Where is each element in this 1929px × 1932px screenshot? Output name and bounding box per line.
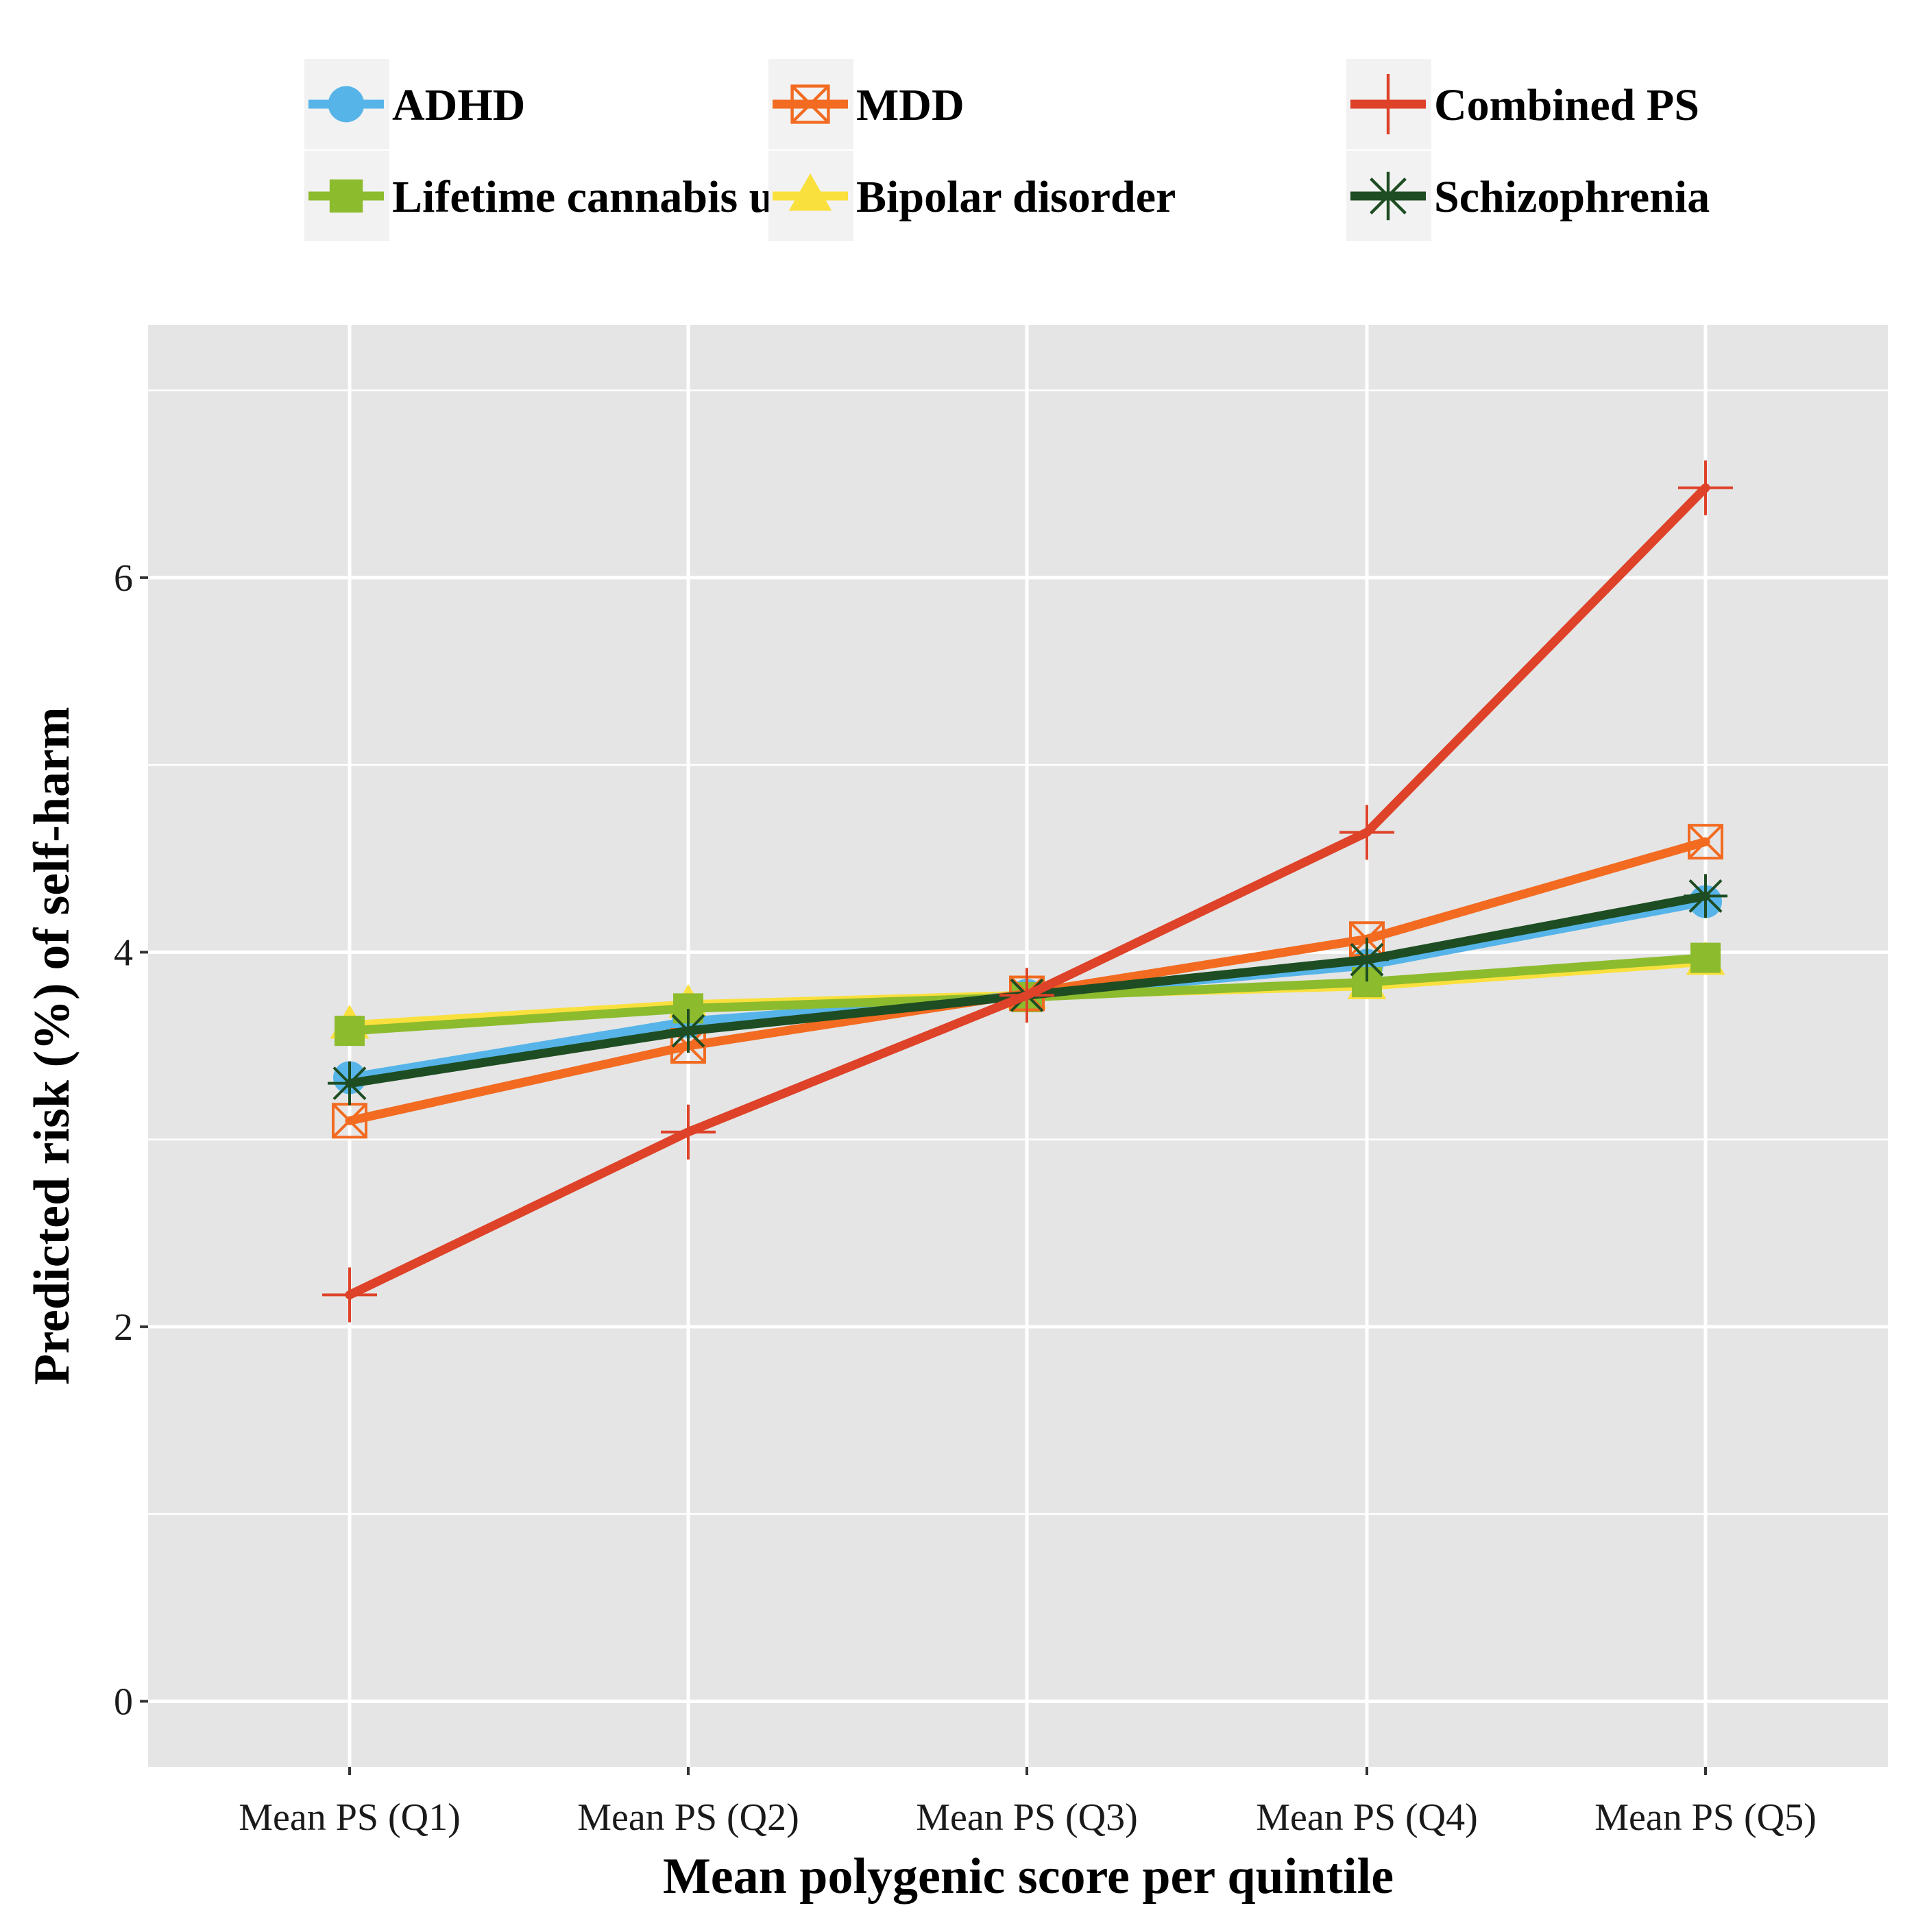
legend-key-marker [788,173,832,211]
legend-item-combined-ps: Combined PS [1346,59,1699,149]
grid [148,325,1888,1767]
plot-panel [148,325,1888,1767]
series-combined-ps [322,460,1733,1323]
legend-label: Bipolar disorder [856,172,1176,222]
legend-key-marker [329,179,363,213]
point-schizophrenia [1684,874,1727,918]
series-layer [322,460,1733,1323]
y-tick-label: 6 [114,557,133,600]
point-schizophrenia [328,1061,372,1105]
legend-label: Combined PS [1434,80,1699,130]
axes: 0 2 4 6 Mean PS (Q1) Mean PS (Q2) Mean PS (Q3)… [114,557,1817,1839]
y-tick-label: 0 [114,1680,133,1723]
x-tick-label: Mean PS (Q3) [916,1796,1138,1839]
x-axis-title: Mean polygenic score per quintile [663,1848,1394,1905]
legend-label: Lifetime cannabis use [392,172,812,222]
point-combined-ps [1678,460,1733,515]
legend-item-bipolar-disorder: Bipolar disorder [768,151,1176,241]
point-combined-ps [661,1104,716,1160]
x-tick-label: Mean PS (Q1) [239,1796,461,1839]
y-axis-title: Predicted risk (%) of self-harm [24,707,80,1384]
legend-key-marker [1358,74,1418,134]
x-tick-label: Mean PS (Q5) [1594,1796,1817,1839]
point-combined-ps [322,1267,377,1323]
point-schizophrenia [1345,938,1389,982]
legend-label: Schizophrenia [1434,172,1710,222]
x-tick-label: Mean PS (Q2) [577,1796,799,1839]
legend-key-marker [1363,171,1413,221]
y-tick-label: 4 [114,931,133,974]
point-lifetime-cannabis-use [1690,942,1721,973]
point-combined-ps [999,968,1054,1023]
legend-item-schizophrenia: Schizophrenia [1346,151,1710,241]
legend-key-marker [790,84,830,124]
legend-label: MDD [856,80,964,130]
point-schizophrenia [666,1009,710,1053]
legend: ADHD Lifetime cannabis use MDD Bipolar diso… [304,59,1710,241]
point-lifetime-cannabis-use [335,1016,365,1047]
point-mdd [332,1103,367,1139]
x-tick-label: Mean PS (Q4) [1256,1796,1478,1839]
y-tick-label: 2 [114,1306,133,1349]
legend-item-adhd: ADHD [304,59,525,149]
legend-item-lifetime-cannabis-use: Lifetime cannabis use [304,151,812,241]
legend-key-marker [328,86,365,123]
legend-item-mdd: MDD [768,59,964,149]
point-combined-ps [1339,805,1394,860]
point-mdd [1688,824,1723,860]
legend-label: ADHD [392,80,525,130]
